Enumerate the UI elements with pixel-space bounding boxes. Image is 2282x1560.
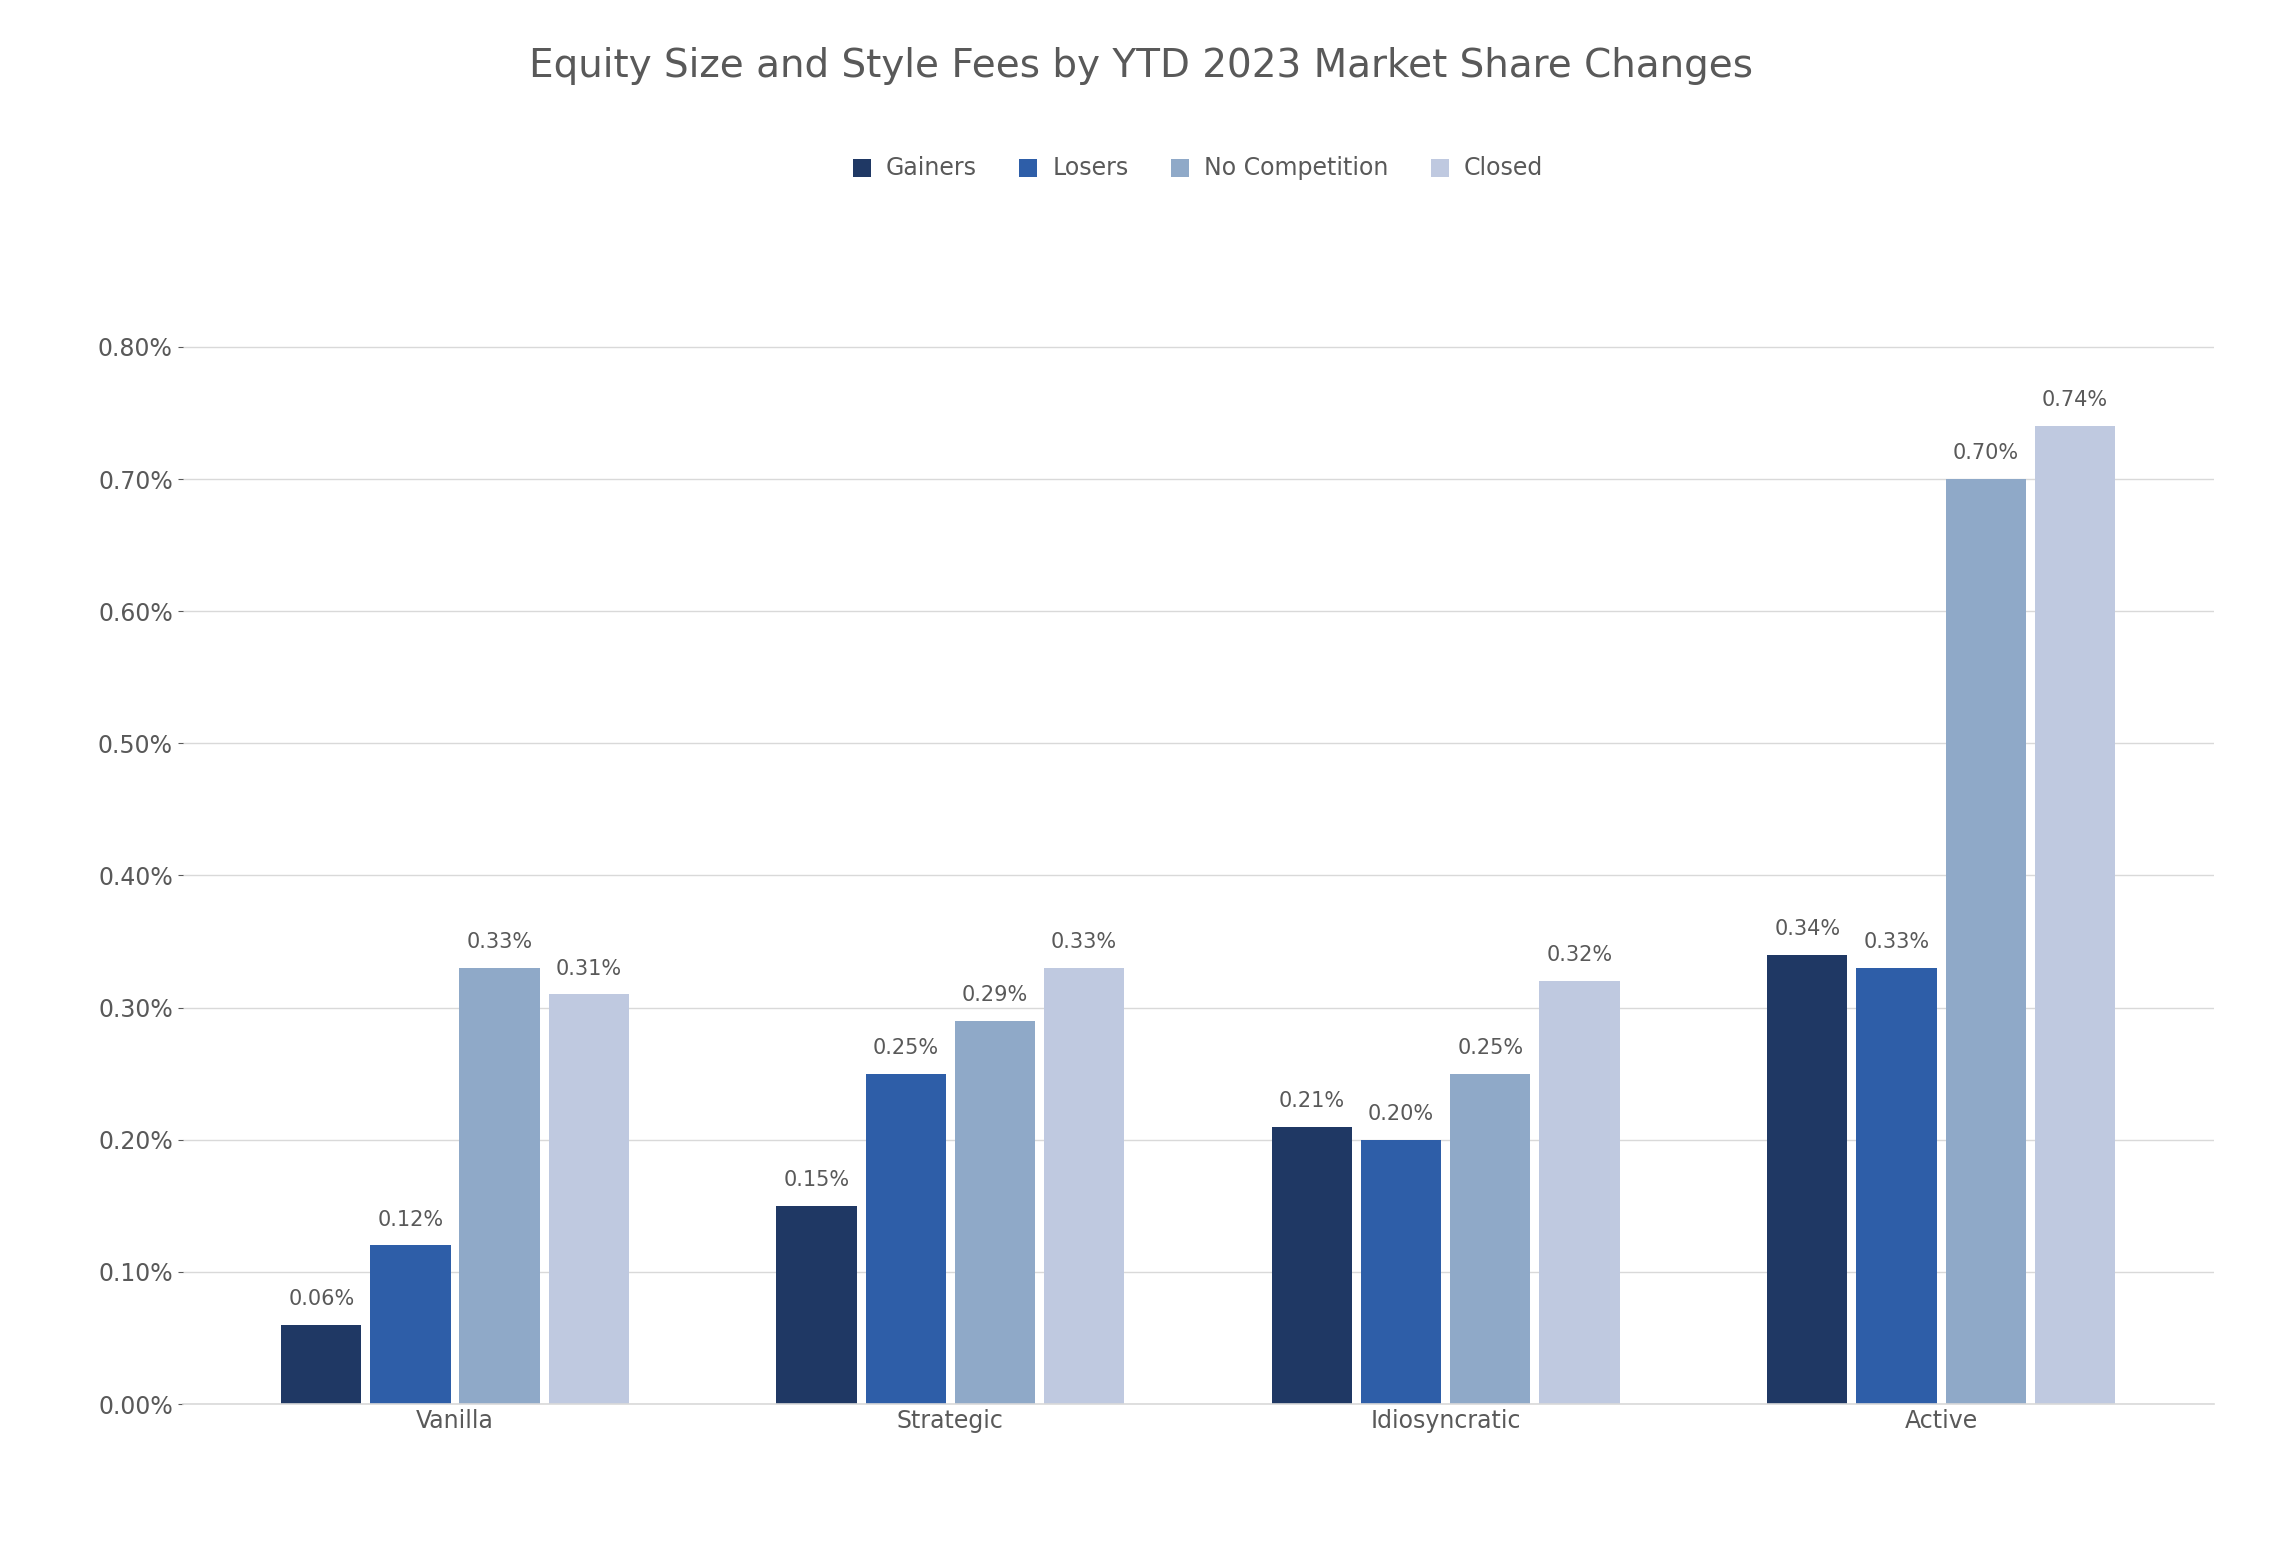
Bar bbox=[2036, 426, 2115, 1404]
Bar bbox=[1360, 1140, 1442, 1404]
Text: 0.21%: 0.21% bbox=[1278, 1090, 1344, 1111]
Bar bbox=[1271, 1126, 1353, 1404]
Bar bbox=[1766, 955, 1848, 1404]
Bar bbox=[1449, 1073, 1531, 1404]
Legend: Gainers, Losers, No Competition, Closed: Gainers, Losers, No Competition, Closed bbox=[844, 147, 1552, 189]
Bar bbox=[1043, 967, 1125, 1404]
Text: Equity Size and Style Fees by YTD 2023 Market Share Changes: Equity Size and Style Fees by YTD 2023 M… bbox=[529, 47, 1753, 84]
Text: 0.25%: 0.25% bbox=[1458, 1037, 1524, 1058]
Bar bbox=[1540, 981, 1620, 1404]
Text: 0.20%: 0.20% bbox=[1369, 1104, 1433, 1123]
Text: 0.31%: 0.31% bbox=[557, 958, 621, 978]
Bar bbox=[865, 1073, 947, 1404]
Text: 0.15%: 0.15% bbox=[783, 1170, 849, 1190]
Bar bbox=[1855, 967, 1937, 1404]
Bar bbox=[370, 1245, 450, 1404]
Text: 0.12%: 0.12% bbox=[377, 1209, 443, 1229]
Text: 0.33%: 0.33% bbox=[1864, 931, 1931, 952]
Text: 0.34%: 0.34% bbox=[1775, 919, 1839, 939]
Text: 0.74%: 0.74% bbox=[2042, 390, 2109, 410]
Bar bbox=[954, 1020, 1036, 1404]
Bar bbox=[459, 967, 541, 1404]
Text: 0.06%: 0.06% bbox=[288, 1289, 354, 1309]
Text: 0.70%: 0.70% bbox=[1953, 443, 2020, 463]
Text: 0.33%: 0.33% bbox=[1052, 931, 1118, 952]
Bar bbox=[776, 1206, 856, 1404]
Bar bbox=[1947, 479, 2026, 1404]
Text: 0.32%: 0.32% bbox=[1547, 945, 1613, 966]
Text: 0.25%: 0.25% bbox=[872, 1037, 938, 1058]
Bar bbox=[548, 994, 630, 1404]
Text: 0.29%: 0.29% bbox=[961, 984, 1029, 1005]
Bar bbox=[281, 1324, 361, 1404]
Text: 0.33%: 0.33% bbox=[466, 931, 532, 952]
